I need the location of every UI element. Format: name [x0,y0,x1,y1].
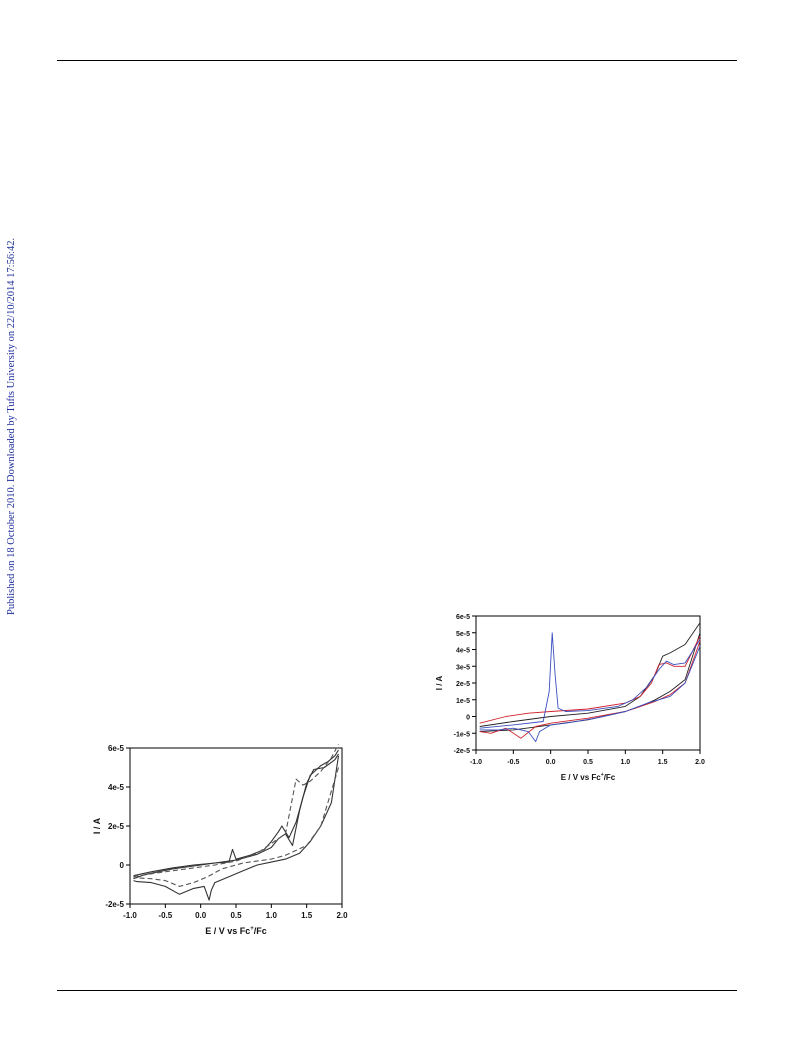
y-tick-label-0-4: 6e-5 [108,744,125,753]
plot-frame-0 [129,747,343,905]
x-tick-label-0-4: 1.0 [266,911,278,920]
chart-1-svg: -1.0 -0.5 0.0 0.5 1.0 1.5 2.0 -2e-5 0 2e-5 4e-5 6e-… [92,743,348,936]
y-axis-label-0: I / A [92,817,102,834]
y-tick-label-1-6: 4e-5 [456,648,470,655]
series-line-0-0 [133,749,339,880]
y-tick-label-1-8: 6e-5 [456,614,470,621]
download-watermark: Published on 18 October 2010. Downloaded… [6,237,17,615]
y-tick-label-0-3: 4e-5 [108,783,125,792]
series-line-0-2 [133,753,339,877]
x-tick-label-0-1: -0.5 [158,911,172,920]
series-line-0-1 [133,755,340,901]
y-tick-label-1-2: 0 [466,715,470,722]
cyclic-voltammogram-1: -1.0 -0.5 0.0 0.5 1.0 1.5 2.0 -2e-5 0 2e-5 4e-5 6e-… [88,742,358,948]
x-tick-label-0-2: 0.0 [195,911,207,920]
x-tick-label-1-5: 1.5 [658,759,668,766]
x-tick-label-1-6: 2.0 [695,759,705,766]
x-tick-label-1-0: -1.0 [470,759,482,766]
y-tick-label-1-3: 1e-5 [456,698,470,705]
y-tick-label-1-5: 3e-5 [456,664,470,671]
header-rule [57,60,737,61]
x-tick-label-0-0: -1.0 [123,911,137,920]
x-tick-label-0-5: 1.5 [301,911,313,920]
x-axis-label-0: E / V vs Fc+/Fc [205,926,267,936]
series-line-1-1 [479,632,701,733]
y-tick-label-0-1: 0 [120,861,125,870]
y-tick-label-1-1: -1e-5 [454,731,470,738]
y-tick-label-1-7: 5e-5 [456,631,470,638]
chart-2-svg: -1.0 -0.5 0.0 0.5 1.0 1.5 2.0 -2e-5 -1e-5 0 1e-5 2e… [435,614,705,782]
series-line-1-2 [479,635,701,724]
x-tick-label-1-1: -0.5 [507,759,519,766]
series-line-0-3 [133,743,339,878]
cyclic-voltammogram-2: -1.0 -0.5 0.0 0.5 1.0 1.5 2.0 -2e-5 -1e-5 0 1e-5 2e… [430,610,720,786]
x-tick-label-1-4: 1.0 [620,759,630,766]
series-line-1-4 [479,632,701,729]
series-line-1-0 [479,622,701,727]
y-tick-label-1-4: 2e-5 [456,681,470,688]
x-tick-label-1-3: 0.5 [583,759,593,766]
x-tick-label-1-2: 0.0 [546,759,556,766]
x-axis-label-1: E / V vs Fc+/Fc [561,772,616,782]
y-tick-label-0-2: 2e-5 [108,822,125,831]
series-line-1-3 [479,640,701,739]
x-tick-label-0-3: 0.5 [230,911,242,920]
x-tick-label-0-6: 2.0 [336,911,348,920]
footer-rule [57,990,737,991]
series-line-1-5 [479,645,701,743]
y-tick-label-0-0: -2e-5 [105,900,124,909]
series-line-0-4 [133,767,340,887]
y-axis-label-1: I / A [435,676,444,691]
y-tick-label-1-0: -2e-5 [454,748,470,755]
